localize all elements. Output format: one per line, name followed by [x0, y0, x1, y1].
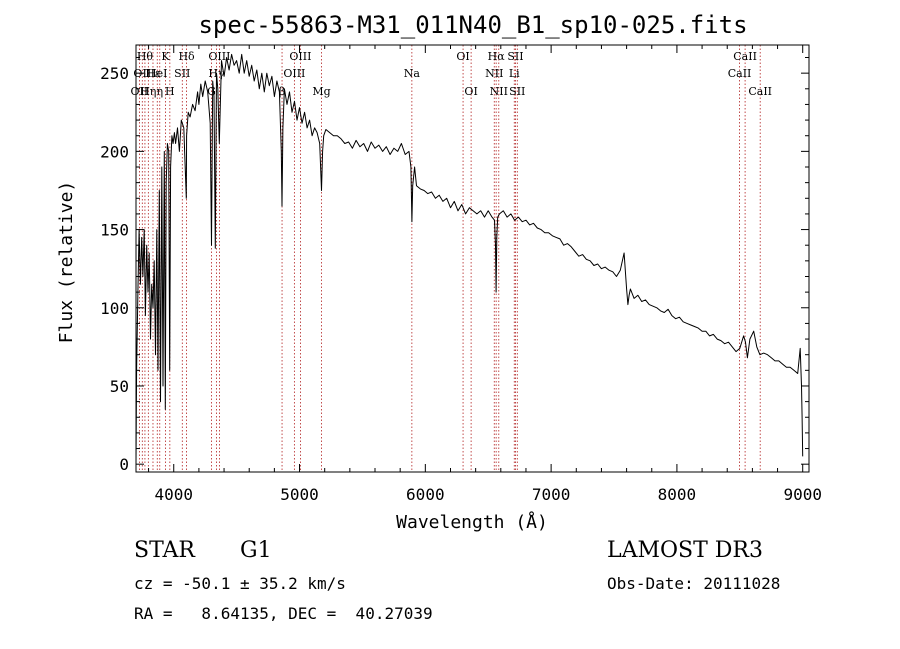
x-axis-label: Wavelength (Å) [396, 511, 548, 533]
y-tick-label: 250 [100, 64, 129, 83]
x-tick-label: 5000 [280, 485, 319, 504]
emission-line-label: CaII [733, 50, 757, 63]
emission-line-label: H [165, 85, 175, 98]
emission-line-label: OI [464, 85, 477, 98]
x-tick-label: 7000 [532, 485, 571, 504]
emission-line-label: β [279, 85, 285, 98]
y-tick-label: 200 [100, 142, 129, 161]
emission-line-label: NII [485, 67, 503, 80]
coordinates: RA = 8.64135, DEC = 40.27039 [134, 604, 433, 623]
observation-date: Obs-Date: 20111028 [607, 574, 781, 593]
emission-line-label: SII [174, 67, 190, 80]
emission-line-label: Mg [312, 85, 330, 98]
emission-line-label: CaII [728, 67, 752, 80]
emission-line-label: Hη [140, 85, 156, 98]
y-tick-label: 50 [110, 377, 129, 396]
emission-line-label: η [156, 85, 163, 98]
emission-line-label: G [207, 85, 216, 98]
y-axis-label: Flux (relative) [56, 181, 77, 344]
subclass: G1 [240, 538, 272, 563]
y-tick-label: 100 [100, 299, 129, 318]
chart-title: spec-55863-M31_011N40_B1_sp10-025.fits [198, 11, 747, 39]
x-tick-label: 9000 [783, 485, 822, 504]
x-tick-label: 4000 [154, 485, 193, 504]
emission-line-label: OI [456, 50, 469, 63]
emission-line-label: OIII [289, 50, 311, 63]
emission-line-label: OII [133, 67, 151, 80]
emission-line-label: CaII [748, 85, 772, 98]
y-tick-label: 0 [119, 455, 129, 474]
emission-line-label: SII [509, 85, 525, 98]
emission-line-label: OII [131, 85, 149, 98]
emission-line-label: Hε [145, 67, 161, 80]
redshift-velocity: cz = -50.1 ± 35.2 km/s [134, 574, 346, 593]
emission-line-label: Na [404, 67, 421, 80]
emission-line-label: Hγ [208, 67, 225, 80]
survey-name: LAMOST DR3 [607, 538, 763, 563]
emission-line-label: SII [507, 50, 523, 63]
emission-line-label: Hα [488, 50, 506, 63]
x-tick-label: 6000 [406, 485, 445, 504]
x-tick-label: 8000 [658, 485, 697, 504]
emission-line-markers [138, 45, 761, 472]
spectrum-series [135, 53, 804, 465]
y-tick-label: 150 [100, 221, 129, 240]
y-axis: 0 50 100 150 200 250 [100, 57, 809, 474]
emission-line-label: K [161, 50, 170, 63]
x-axis: 4000 5000 6000 7000 8000 9000 [148, 45, 822, 504]
emission-line-label: NII [490, 85, 508, 98]
spectrum-line [135, 53, 804, 465]
emission-line-label: OIII [283, 67, 305, 80]
plot-frame [135, 44, 810, 473]
emission-line-label: Hδ [178, 50, 195, 63]
emission-line-label: HeI [147, 67, 167, 80]
emission-line-label: Hθ [137, 50, 154, 63]
emission-line-label: Li [509, 67, 520, 80]
object-class: STAR [134, 538, 195, 563]
emission-line-label: OIII [208, 50, 230, 63]
